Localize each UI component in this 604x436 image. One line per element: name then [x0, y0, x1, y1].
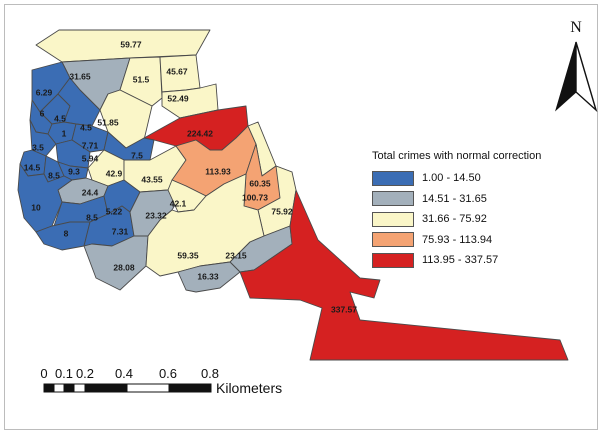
zone-label-z32: 42.1: [170, 198, 187, 208]
zone-label-z16: 9.3: [68, 166, 80, 176]
zone-label-z4: 45.67: [166, 66, 188, 76]
scale-segment-6: [126, 383, 170, 393]
scale-segment-1: [43, 383, 55, 393]
legend-item-2: 14.51 - 31.65: [372, 189, 604, 210]
zone-label-z8: 4.5: [54, 113, 66, 123]
scale-tick-0-1: 0.1: [55, 366, 73, 381]
zone-z38: [239, 189, 569, 361]
zone-label-z23: 60.35: [249, 178, 271, 188]
zone-label-z3: 51.5: [133, 74, 150, 84]
legend-swatch-3: [372, 211, 414, 227]
zone-label-z36: 23.15: [225, 250, 247, 260]
zone-label-z14: 14.5: [24, 162, 41, 172]
zone-label-z22: 113.93: [205, 166, 231, 176]
zone-label-z20: 42.9: [106, 168, 123, 178]
north-arrow: N: [555, 19, 598, 113]
zone-z26: [17, 163, 73, 233]
north-arrow-left-half: [555, 41, 577, 112]
north-label: N: [570, 19, 582, 36]
zone-label-z6: 6.29: [36, 87, 53, 97]
zone-label-z30: 7.31: [112, 226, 129, 236]
scale-segment-3: [63, 383, 75, 393]
zone-label-z15: 8.5: [48, 170, 60, 180]
legend-label-3: 31.66 - 75.92: [422, 213, 487, 226]
scale-tick-0: 0: [40, 366, 47, 381]
zone-label-z18: 224.42: [187, 128, 213, 138]
legend-item-3: 31.66 - 75.92: [372, 209, 604, 230]
legend-item-5: 113.95 - 337.57: [372, 250, 604, 271]
legend-swatch-5: [372, 252, 414, 268]
legend-label-4: 75.93 - 113.94: [422, 233, 493, 246]
scale-segment-4: [73, 383, 86, 393]
zone-label-z7: 6: [40, 108, 45, 118]
scale-tick-0-6: 0.6: [159, 366, 177, 381]
zone-label-z34: 28.08: [113, 262, 135, 272]
north-arrow-right-half: [575, 41, 598, 113]
zone-label-z10: 1: [62, 128, 67, 138]
legend-label-5: 113.95 - 337.57: [422, 254, 499, 267]
zone-label-z31: 23.32: [145, 210, 167, 220]
zone-z37: [177, 261, 241, 293]
legend-item-4: 75.93 - 113.94: [372, 230, 604, 251]
zone-label-z28: 5.22: [106, 206, 123, 216]
legend-title: Total crimes with normal correction: [372, 150, 542, 162]
zone-label-z37: 16.33: [197, 271, 219, 281]
scale-segment-2: [53, 383, 65, 393]
legend-swatch-4: [372, 232, 414, 248]
zones-layer: [17, 29, 569, 361]
zone-label-z2: 31.65: [69, 71, 91, 81]
zone-label-z17: 51.85: [97, 117, 119, 127]
legend: Total crimes with normal correction 1.00…: [372, 150, 604, 271]
zone-label-z5: 52.49: [167, 93, 189, 103]
legend-item-1: 1.00 - 14.50: [372, 168, 604, 189]
legend-label-1: 1.00 - 14.50: [422, 172, 481, 185]
legend-swatch-1: [372, 170, 414, 186]
scale-segment-7: [168, 383, 212, 393]
scale-segment-5: [84, 383, 128, 393]
scale-tick-0-8: 0.8: [201, 366, 219, 381]
zone-labels-layer: 59.77 31.65 51.5 45.67 52.49 6.29 6 4.5 4.5 1 3.5 7…: [24, 39, 358, 314]
zone-label-z25: 24.4: [82, 187, 99, 197]
legend-label-2: 14.51 - 31.65: [422, 192, 487, 205]
zone-label-z1: 59.77: [120, 39, 142, 49]
zone-label-z21: 43.55: [141, 174, 163, 184]
zone-label-z26: 10: [31, 202, 41, 212]
zone-label-z35: 59.35: [177, 250, 199, 260]
zone-label-z24: 100.73: [242, 192, 268, 202]
zone-label-z12: 7.71: [82, 140, 99, 150]
scale-tick-0-4: 0.4: [115, 366, 133, 381]
legend-swatch-2: [372, 191, 414, 207]
scale-tick-0-2: 0.2: [76, 366, 94, 381]
zone-z35: [145, 173, 265, 277]
zone-label-z19: 7.5: [131, 150, 143, 160]
scale-bar: 0 0.1 0.2 0.4 0.6 0.8 Kilometers: [40, 366, 282, 396]
zone-label-z29: 8: [64, 228, 69, 238]
zone-z3: [119, 56, 163, 107]
zone-z5: [161, 83, 219, 119]
zone-label-z9: 4.5: [80, 122, 92, 132]
zone-label-z27: 8.5: [86, 212, 98, 222]
scale-unit: Kilometers: [216, 380, 282, 396]
zone-label-z13: 5.94: [82, 153, 99, 163]
zone-label-z11: 3.5: [32, 142, 44, 152]
zone-label-z33: 75.92: [271, 206, 293, 216]
zone-label-z38: 337.57: [331, 304, 357, 314]
